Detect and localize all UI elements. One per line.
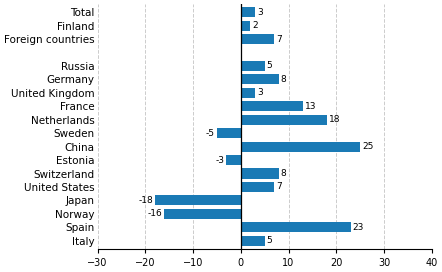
Text: -3: -3 (216, 156, 225, 165)
Bar (241, 34, 274, 44)
Text: 5: 5 (267, 61, 272, 70)
Text: 18: 18 (328, 115, 340, 124)
Bar (241, 142, 360, 152)
Bar (241, 75, 279, 85)
Bar (241, 7, 255, 17)
Text: -5: -5 (206, 129, 215, 138)
Bar (241, 61, 265, 71)
Text: 8: 8 (281, 169, 286, 178)
Text: 3: 3 (257, 8, 263, 17)
Bar (241, 21, 250, 31)
Bar (155, 195, 241, 205)
Bar (241, 236, 265, 246)
Text: 23: 23 (352, 223, 364, 232)
Bar (241, 182, 274, 192)
Text: 5: 5 (267, 236, 272, 245)
Bar (241, 168, 279, 179)
Bar (241, 115, 327, 125)
Bar (241, 88, 255, 98)
Bar (241, 101, 303, 111)
Bar (226, 155, 241, 165)
Text: 7: 7 (276, 35, 282, 44)
Text: 7: 7 (276, 183, 282, 191)
Text: 25: 25 (362, 142, 373, 151)
Text: 13: 13 (305, 102, 316, 111)
Text: -18: -18 (138, 196, 153, 205)
Bar (241, 222, 351, 232)
Text: -16: -16 (148, 209, 163, 218)
Text: 3: 3 (257, 88, 263, 97)
Bar (164, 209, 241, 219)
Bar (217, 128, 241, 138)
Text: 8: 8 (281, 75, 286, 84)
Text: 2: 2 (252, 21, 258, 30)
